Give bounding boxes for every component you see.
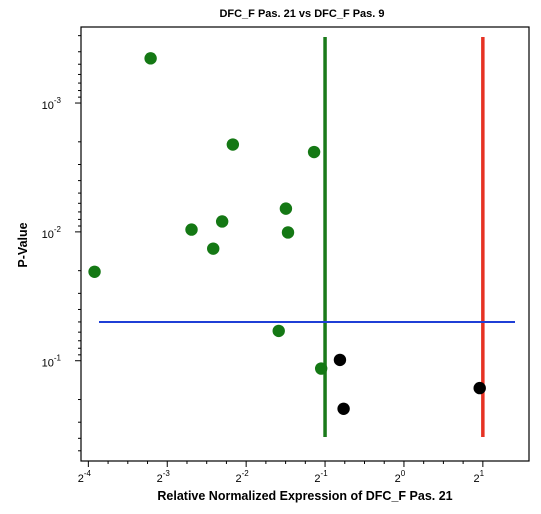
plot-frame bbox=[80, 26, 530, 462]
x-tick-label: 2-2 bbox=[236, 469, 250, 485]
x-tick-label: 20 bbox=[395, 469, 406, 485]
data-point bbox=[272, 324, 285, 338]
y-tick-label: 10-3 bbox=[42, 96, 62, 112]
data-point bbox=[226, 138, 240, 151]
x-tick-label: 21 bbox=[474, 469, 485, 485]
x-tick-label: 2-3 bbox=[157, 469, 171, 485]
y-tick-label: 10-1 bbox=[42, 354, 62, 370]
data-point bbox=[307, 145, 321, 159]
data-point bbox=[333, 353, 347, 367]
x-tick-label: 2-4 bbox=[78, 469, 92, 485]
data-point bbox=[144, 52, 157, 65]
data-point bbox=[207, 242, 220, 255]
data-point bbox=[281, 226, 295, 239]
axes: 2-4 2-3 2-2 2-1 20 21 10-3 10-2 10-1 bbox=[42, 35, 485, 485]
data-point bbox=[314, 362, 328, 375]
y-axis-label: P-Value bbox=[16, 222, 30, 267]
data-point bbox=[337, 402, 350, 415]
chart-title: DFC_F Pas. 21 vs DFC_F Pas. 9 bbox=[219, 8, 384, 20]
x-axis-label: Relative Normalized Expression of DFC_F … bbox=[157, 489, 452, 503]
x-tick-label: 2-1 bbox=[314, 469, 328, 485]
data-point bbox=[185, 223, 198, 236]
threshold-lines bbox=[99, 37, 515, 437]
data-point bbox=[88, 265, 101, 278]
data-point bbox=[215, 215, 229, 228]
data-point bbox=[473, 381, 486, 395]
data-point bbox=[279, 202, 293, 215]
y-tick-label: 10-2 bbox=[42, 225, 62, 241]
data-points bbox=[88, 52, 486, 415]
